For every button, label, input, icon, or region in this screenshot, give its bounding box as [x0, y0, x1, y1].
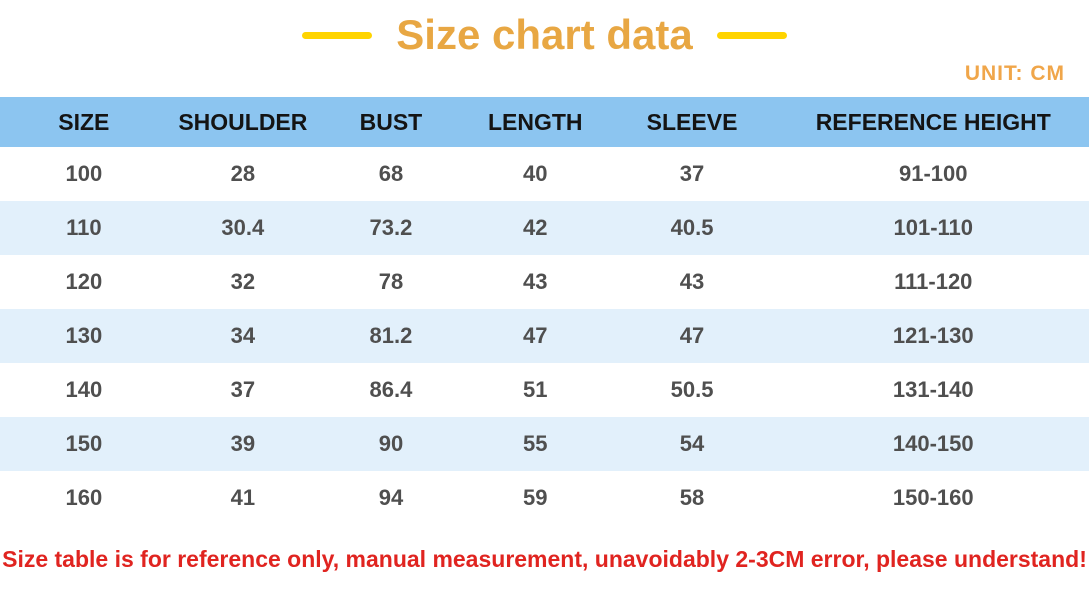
title-dash-right	[716, 31, 787, 39]
page-title: Size chart data	[396, 11, 693, 58]
table-cell: 140	[65, 377, 103, 402]
table-cell: 68	[378, 161, 404, 186]
table-cell: 160	[65, 485, 103, 510]
table-cell: 28	[230, 161, 256, 186]
table-cell: 73.2	[369, 215, 413, 240]
table-cell: 51	[522, 377, 548, 402]
table-cell: 55	[522, 431, 548, 456]
table-cell: 58	[679, 485, 705, 510]
table-cell: 54	[679, 431, 705, 456]
table-cell: 30.4	[221, 215, 265, 240]
table-cell: 121-130	[892, 323, 974, 348]
table-cell: 59	[522, 485, 548, 510]
unit-label: UNIT: CM	[964, 62, 1065, 85]
table-row: 150 39 90 55 54 140-150	[0, 417, 1089, 471]
title-dash-left	[302, 31, 373, 39]
table-cell: 40.5	[670, 215, 714, 240]
table-cell: 42	[522, 215, 548, 240]
table-cell: 91-100	[899, 161, 968, 186]
title-row: Size chart data	[0, 0, 1089, 60]
table-cell: 43	[679, 269, 705, 294]
table-header-row: SIZE SHOULDER BUST LENGTH SLEEVE REFEREN…	[0, 97, 1089, 147]
table-row: 130 34 81.2 47 47 121-130	[0, 309, 1089, 363]
table-cell: 50.5	[670, 377, 714, 402]
table-cell: 150-160	[892, 485, 974, 510]
table-cell: 100	[65, 161, 103, 186]
size-table: SIZE SHOULDER BUST LENGTH SLEEVE REFEREN…	[0, 97, 1089, 525]
column-header-shoulder: SHOULDER	[167, 97, 318, 147]
unit-row: UNIT: CM	[0, 62, 1089, 90]
table-row: 160 41 94 59 58 150-160	[0, 471, 1089, 525]
table-row: 100 28 68 40 37 91-100	[0, 147, 1089, 201]
table-cell: 101-110	[893, 215, 974, 240]
table-cell: 43	[522, 269, 548, 294]
table-cell: 150	[65, 431, 103, 456]
table-cell: 34	[230, 323, 256, 348]
table-cell: 86.4	[369, 377, 413, 402]
column-header-sleeve: SLEEVE	[606, 97, 778, 147]
table-cell: 41	[230, 485, 256, 510]
table-cell: 40	[522, 161, 548, 186]
table-row: 120 32 78 43 43 111-120	[0, 255, 1089, 309]
footnote: Size table is for reference only, manual…	[2, 546, 1087, 572]
column-header-length: LENGTH	[463, 97, 607, 147]
column-header-reference-height: REFERENCE HEIGHT	[777, 97, 1089, 147]
table-cell: 78	[378, 269, 404, 294]
column-header-bust: BUST	[317, 97, 464, 147]
table-cell: 81.2	[369, 323, 413, 348]
table-cell: 130	[65, 323, 103, 348]
table-cell: 111-120	[894, 269, 973, 294]
table-cell: 47	[522, 323, 548, 348]
table-row: 140 37 86.4 51 50.5 131-140	[0, 363, 1089, 417]
table-cell: 110	[66, 215, 102, 240]
table-row: 110 30.4 73.2 42 40.5 101-110	[0, 201, 1089, 255]
table-cell: 39	[230, 431, 256, 456]
table-cell: 37	[679, 161, 705, 186]
table-cell: 131-140	[892, 377, 974, 402]
table-cell: 94	[378, 485, 404, 510]
table-cell: 90	[378, 431, 404, 456]
table-cell: 47	[679, 323, 705, 348]
table-cell: 140-150	[892, 431, 974, 456]
column-header-size: SIZE	[0, 97, 168, 147]
table-cell: 32	[230, 269, 256, 294]
table-cell: 37	[230, 377, 256, 402]
table-cell: 120	[65, 269, 103, 294]
